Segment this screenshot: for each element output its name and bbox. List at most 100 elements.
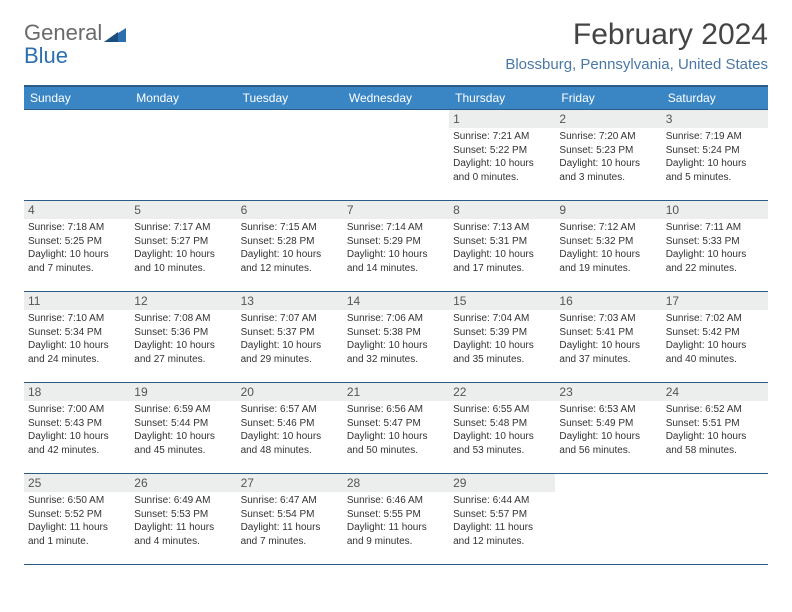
- sunrise-text: Sunrise: 6:55 AM: [453, 403, 551, 417]
- day-number: 7: [343, 201, 449, 219]
- logo-word1: General: [24, 20, 102, 45]
- day-cell: 24Sunrise: 6:52 AMSunset: 5:51 PMDayligh…: [662, 383, 768, 474]
- day-cell: 26Sunrise: 6:49 AMSunset: 5:53 PMDayligh…: [130, 474, 236, 565]
- day-info: Sunrise: 6:53 AMSunset: 5:49 PMDaylight:…: [559, 403, 657, 457]
- day-number: 28: [343, 474, 449, 492]
- daylight-text: Daylight: 10 hours and 3 minutes.: [559, 157, 657, 184]
- day-number: 15: [449, 292, 555, 310]
- daylight-text: Daylight: 10 hours and 17 minutes.: [453, 248, 551, 275]
- sunset-text: Sunset: 5:57 PM: [453, 508, 551, 522]
- day-cell: 18Sunrise: 7:00 AMSunset: 5:43 PMDayligh…: [24, 383, 130, 474]
- sunset-text: Sunset: 5:54 PM: [241, 508, 339, 522]
- daylight-text: Daylight: 10 hours and 12 minutes.: [241, 248, 339, 275]
- day-info: Sunrise: 7:13 AMSunset: 5:31 PMDaylight:…: [453, 221, 551, 275]
- day-info: Sunrise: 6:52 AMSunset: 5:51 PMDaylight:…: [666, 403, 764, 457]
- sunrise-text: Sunrise: 7:21 AM: [453, 130, 551, 144]
- day-number: 6: [237, 201, 343, 219]
- day-info: Sunrise: 6:47 AMSunset: 5:54 PMDaylight:…: [241, 494, 339, 548]
- day-info: Sunrise: 6:46 AMSunset: 5:55 PMDaylight:…: [347, 494, 445, 548]
- daylight-text: Daylight: 10 hours and 45 minutes.: [134, 430, 232, 457]
- day-cell: 2Sunrise: 7:20 AMSunset: 5:23 PMDaylight…: [555, 110, 661, 201]
- daylight-text: Daylight: 11 hours and 7 minutes.: [241, 521, 339, 548]
- daylight-text: Daylight: 11 hours and 12 minutes.: [453, 521, 551, 548]
- day-cell: 6Sunrise: 7:15 AMSunset: 5:28 PMDaylight…: [237, 201, 343, 292]
- sunrise-text: Sunrise: 7:14 AM: [347, 221, 445, 235]
- week-row: 1 Sunrise: 7:21 AMSunset: 5:22 PM Daylight…: [24, 110, 768, 201]
- sunrise-text: Sunrise: 7:08 AM: [134, 312, 232, 326]
- header: General Blue February 2024 Blossburg, Pe…: [24, 18, 768, 73]
- sunset-text: Sunset: 5:55 PM: [347, 508, 445, 522]
- sunset-text: Sunset: 5:24 PM: [666, 144, 764, 158]
- day-cell: 1Sunrise: 7:21 AMSunset: 5:22 PMDaylight…: [449, 110, 555, 201]
- day-number: 21: [343, 383, 449, 401]
- daylight-text: Daylight: 10 hours and 37 minutes.: [559, 339, 657, 366]
- calendar-table: Sunday Monday Tuesday Wednesday Thursday…: [24, 85, 768, 564]
- day-info: Sunrise: 7:14 AMSunset: 5:29 PMDaylight:…: [347, 221, 445, 275]
- sunset-text: Sunset: 5:43 PM: [28, 417, 126, 431]
- dow-tuesday: Tuesday: [237, 86, 343, 110]
- sunset-text: Sunset: 5:36 PM: [134, 326, 232, 340]
- daylight-text: Daylight: 10 hours and 19 minutes.: [559, 248, 657, 275]
- location: Blossburg, Pennsylvania, United States: [505, 56, 768, 73]
- sunrise-text: Sunrise: 7:03 AM: [559, 312, 657, 326]
- day-cell: 22Sunrise: 6:55 AMSunset: 5:48 PMDayligh…: [449, 383, 555, 474]
- sunset-text: Sunset: 5:38 PM: [347, 326, 445, 340]
- day-number: 9: [555, 201, 661, 219]
- sunrise-text: Sunrise: 6:49 AM: [134, 494, 232, 508]
- daylight-text: Daylight: 10 hours and 27 minutes.: [134, 339, 232, 366]
- day-cell: [237, 110, 343, 201]
- day-info: Sunrise: 7:10 AMSunset: 5:34 PMDaylight:…: [28, 312, 126, 366]
- sunset-text: Sunset: 5:31 PM: [453, 235, 551, 249]
- sunrise-text: Sunrise: 7:10 AM: [28, 312, 126, 326]
- logo-text-block: General Blue: [24, 22, 126, 67]
- sunset-text: Sunset: 5:48 PM: [453, 417, 551, 431]
- day-info: Sunrise: 7:00 AMSunset: 5:43 PMDaylight:…: [28, 403, 126, 457]
- day-info: Sunrise: 7:03 AMSunset: 5:41 PMDaylight:…: [559, 312, 657, 366]
- day-cell: 10Sunrise: 7:11 AMSunset: 5:33 PMDayligh…: [662, 201, 768, 292]
- sunset-text: Sunset: 5:49 PM: [559, 417, 657, 431]
- day-cell: 12Sunrise: 7:08 AMSunset: 5:36 PMDayligh…: [130, 292, 236, 383]
- day-number: 5: [130, 201, 236, 219]
- sunrise-text: Sunrise: 7:19 AM: [666, 130, 764, 144]
- logo-word2: Blue: [24, 45, 126, 67]
- daylight-text: Daylight: 10 hours and 7 minutes.: [28, 248, 126, 275]
- sunset-text: Sunset: 5:47 PM: [347, 417, 445, 431]
- bottom-rule: [24, 564, 768, 565]
- day-cell: 7 Sunrise: 7:14 AMSunset: 5:29 PMDaylight…: [343, 201, 449, 292]
- day-number: 25: [24, 474, 130, 492]
- day-info: Sunrise: 6:56 AMSunset: 5:47 PMDaylight:…: [347, 403, 445, 457]
- daylight-text: Daylight: 10 hours and 48 minutes.: [241, 430, 339, 457]
- day-cell: 19Sunrise: 6:59 AMSunset: 5:44 PMDayligh…: [130, 383, 236, 474]
- day-cell: 25Sunrise: 6:50 AMSunset: 5:52 PMDayligh…: [24, 474, 130, 565]
- day-cell: [555, 474, 661, 565]
- week-row: 25Sunrise: 6:50 AMSunset: 5:52 PMDayligh…: [24, 474, 768, 565]
- sunrise-text: Sunrise: 6:50 AM: [28, 494, 126, 508]
- sunrise-text: Sunrise: 7:18 AM: [28, 221, 126, 235]
- sunset-text: Sunset: 5:27 PM: [134, 235, 232, 249]
- day-number: 1: [449, 110, 555, 128]
- day-info: Sunrise: 7:02 AMSunset: 5:42 PMDaylight:…: [666, 312, 764, 366]
- sunrise-text: Sunrise: 7:13 AM: [453, 221, 551, 235]
- weekday-header-row: Sunday Monday Tuesday Wednesday Thursday…: [24, 86, 768, 110]
- day-number: 22: [449, 383, 555, 401]
- sunrise-text: Sunrise: 7:11 AM: [666, 221, 764, 235]
- dow-friday: Friday: [555, 86, 661, 110]
- day-cell: [343, 110, 449, 201]
- day-cell: [24, 110, 130, 201]
- sunrise-text: Sunrise: 7:06 AM: [347, 312, 445, 326]
- logo-triangle-icon: [104, 24, 126, 42]
- day-info: Sunrise: 7:06 AMSunset: 5:38 PMDaylight:…: [347, 312, 445, 366]
- day-number: 27: [237, 474, 343, 492]
- day-cell: 27 Sunrise: 6:47 AMSunset: 5:54 PMDayligh…: [237, 474, 343, 565]
- day-cell: 8 Sunrise: 7:13 AMSunset: 5:31 PMDaylight…: [449, 201, 555, 292]
- sunset-text: Sunset: 5:33 PM: [666, 235, 764, 249]
- sunrise-text: Sunrise: 6:56 AM: [347, 403, 445, 417]
- day-number: 8: [449, 201, 555, 219]
- sunset-text: Sunset: 5:22 PM: [453, 144, 551, 158]
- week-row: 18Sunrise: 7:00 AMSunset: 5:43 PMDayligh…: [24, 383, 768, 474]
- sunset-text: Sunset: 5:34 PM: [28, 326, 126, 340]
- sunrise-text: Sunrise: 7:12 AM: [559, 221, 657, 235]
- day-info: Sunrise: 7:18 AMSunset: 5:25 PMDaylight:…: [28, 221, 126, 275]
- day-cell: 23Sunrise: 6:53 AMSunset: 5:49 PMDayligh…: [555, 383, 661, 474]
- day-cell: 29Sunrise: 6:44 AMSunset: 5:57 PMDayligh…: [449, 474, 555, 565]
